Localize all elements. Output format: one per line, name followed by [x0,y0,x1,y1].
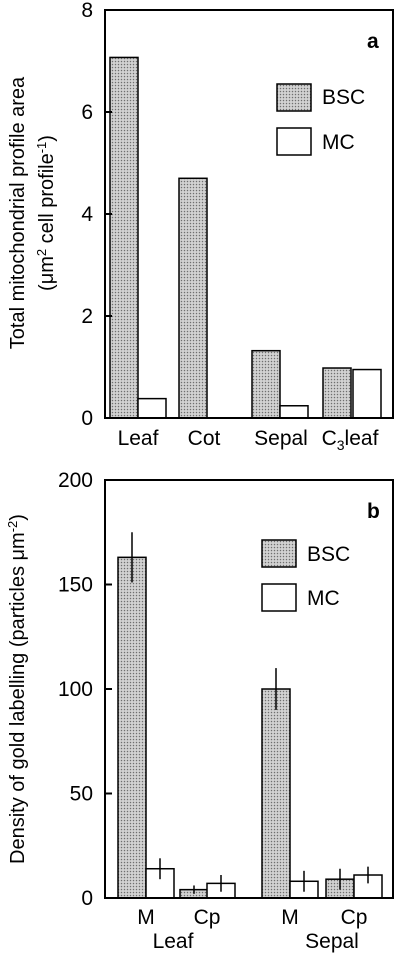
panel-b-xtick-label-cp-leaf: Cp [194,906,221,929]
panel-b-ytick-label-3: 150 [58,574,93,597]
panel-b-ytick-label-4: 200 [58,469,93,492]
panel-a-legend-swatch-mc [276,127,312,156]
panel-b-xtick-label-cp-sepal: Cp [341,906,368,929]
panel-b-xtick-label-m-sepal: M [281,906,299,929]
panel-b-label: b [367,500,380,523]
panel-a-ylabel-units: (μm2 cell profile-1) [34,135,58,291]
panel-a-axes [104,9,394,419]
panel-b-legend-label-bsc: BSC [307,543,350,566]
panel-a-ytick-label-3: 6 [81,101,93,124]
panel-a-bar-bsc-0 [109,56,139,419]
panel-b-legend-label-mc: MC [307,587,340,610]
panel-a-bar-bsc-1 [178,177,208,419]
panel-a-xtick-label-sepal: Sepal [254,427,308,450]
panel-a-legend-swatch-bsc [276,83,312,112]
panel-b-legend-swatch-bsc [261,539,297,568]
panel-b-y-ticks: 0 50 100 150 200 [58,469,112,910]
panel-b-bar-bsc-0 [117,556,147,899]
panel-a-xtick-label-cot: Cot [188,427,221,450]
panel-a-label: a [367,30,379,53]
panel-a-bar-mc-0 [137,397,167,419]
panel-b-ylabel: Density of gold labelling (particles μm-… [5,514,29,864]
panel-a-ytick-label-0: 0 [81,407,93,430]
panel-b-group-label-sepal: Sepal [305,930,359,953]
panel-a-y-ticks: 0 2 4 6 8 [81,0,112,430]
panel-b-bars [117,532,383,899]
panel-b-ytick-label-0: 0 [81,887,93,910]
panel-a: 0 2 4 6 8 a BSC MC Leaf Cot Sepal C3leaf Tot… [7,0,394,453]
panel-b-ytick-label-2: 100 [58,678,93,701]
panel-a-bar-mc-3 [352,368,382,419]
panel-a-ytick-label-2: 4 [81,203,93,226]
panel-b: 0 50 100 150 200 b BSC MC M Cp M Cp Leaf Sep… [5,469,394,953]
panel-a-xtick-label-c3leaf: C3leaf [322,427,379,453]
panel-a-legend-label-bsc: BSC [322,86,365,109]
panel-b-axes [104,479,394,899]
panel-a-bar-mc-2 [279,405,309,419]
panel-a-bars [109,56,382,419]
panel-b-xtick-label-m-leaf: M [137,906,155,929]
panel-a-ytick-label-1: 2 [81,305,93,328]
panel-a-ylabel: Total mitochondrial profile area [7,76,29,349]
panel-a-ytick-label-4: 8 [81,0,93,22]
panel-b-bar-bsc-2 [261,688,291,899]
panel-b-group-label-leaf: Leaf [153,930,194,953]
panel-b-legend-swatch-mc [261,583,297,612]
panel-a-bar-bsc-2 [251,349,281,419]
panel-b-ytick-label-1: 50 [70,783,93,806]
panel-a-xtick-label-leaf: Leaf [118,427,159,450]
panel-a-legend-label-mc: MC [322,131,355,154]
panel-a-bar-bsc-3 [322,367,352,419]
